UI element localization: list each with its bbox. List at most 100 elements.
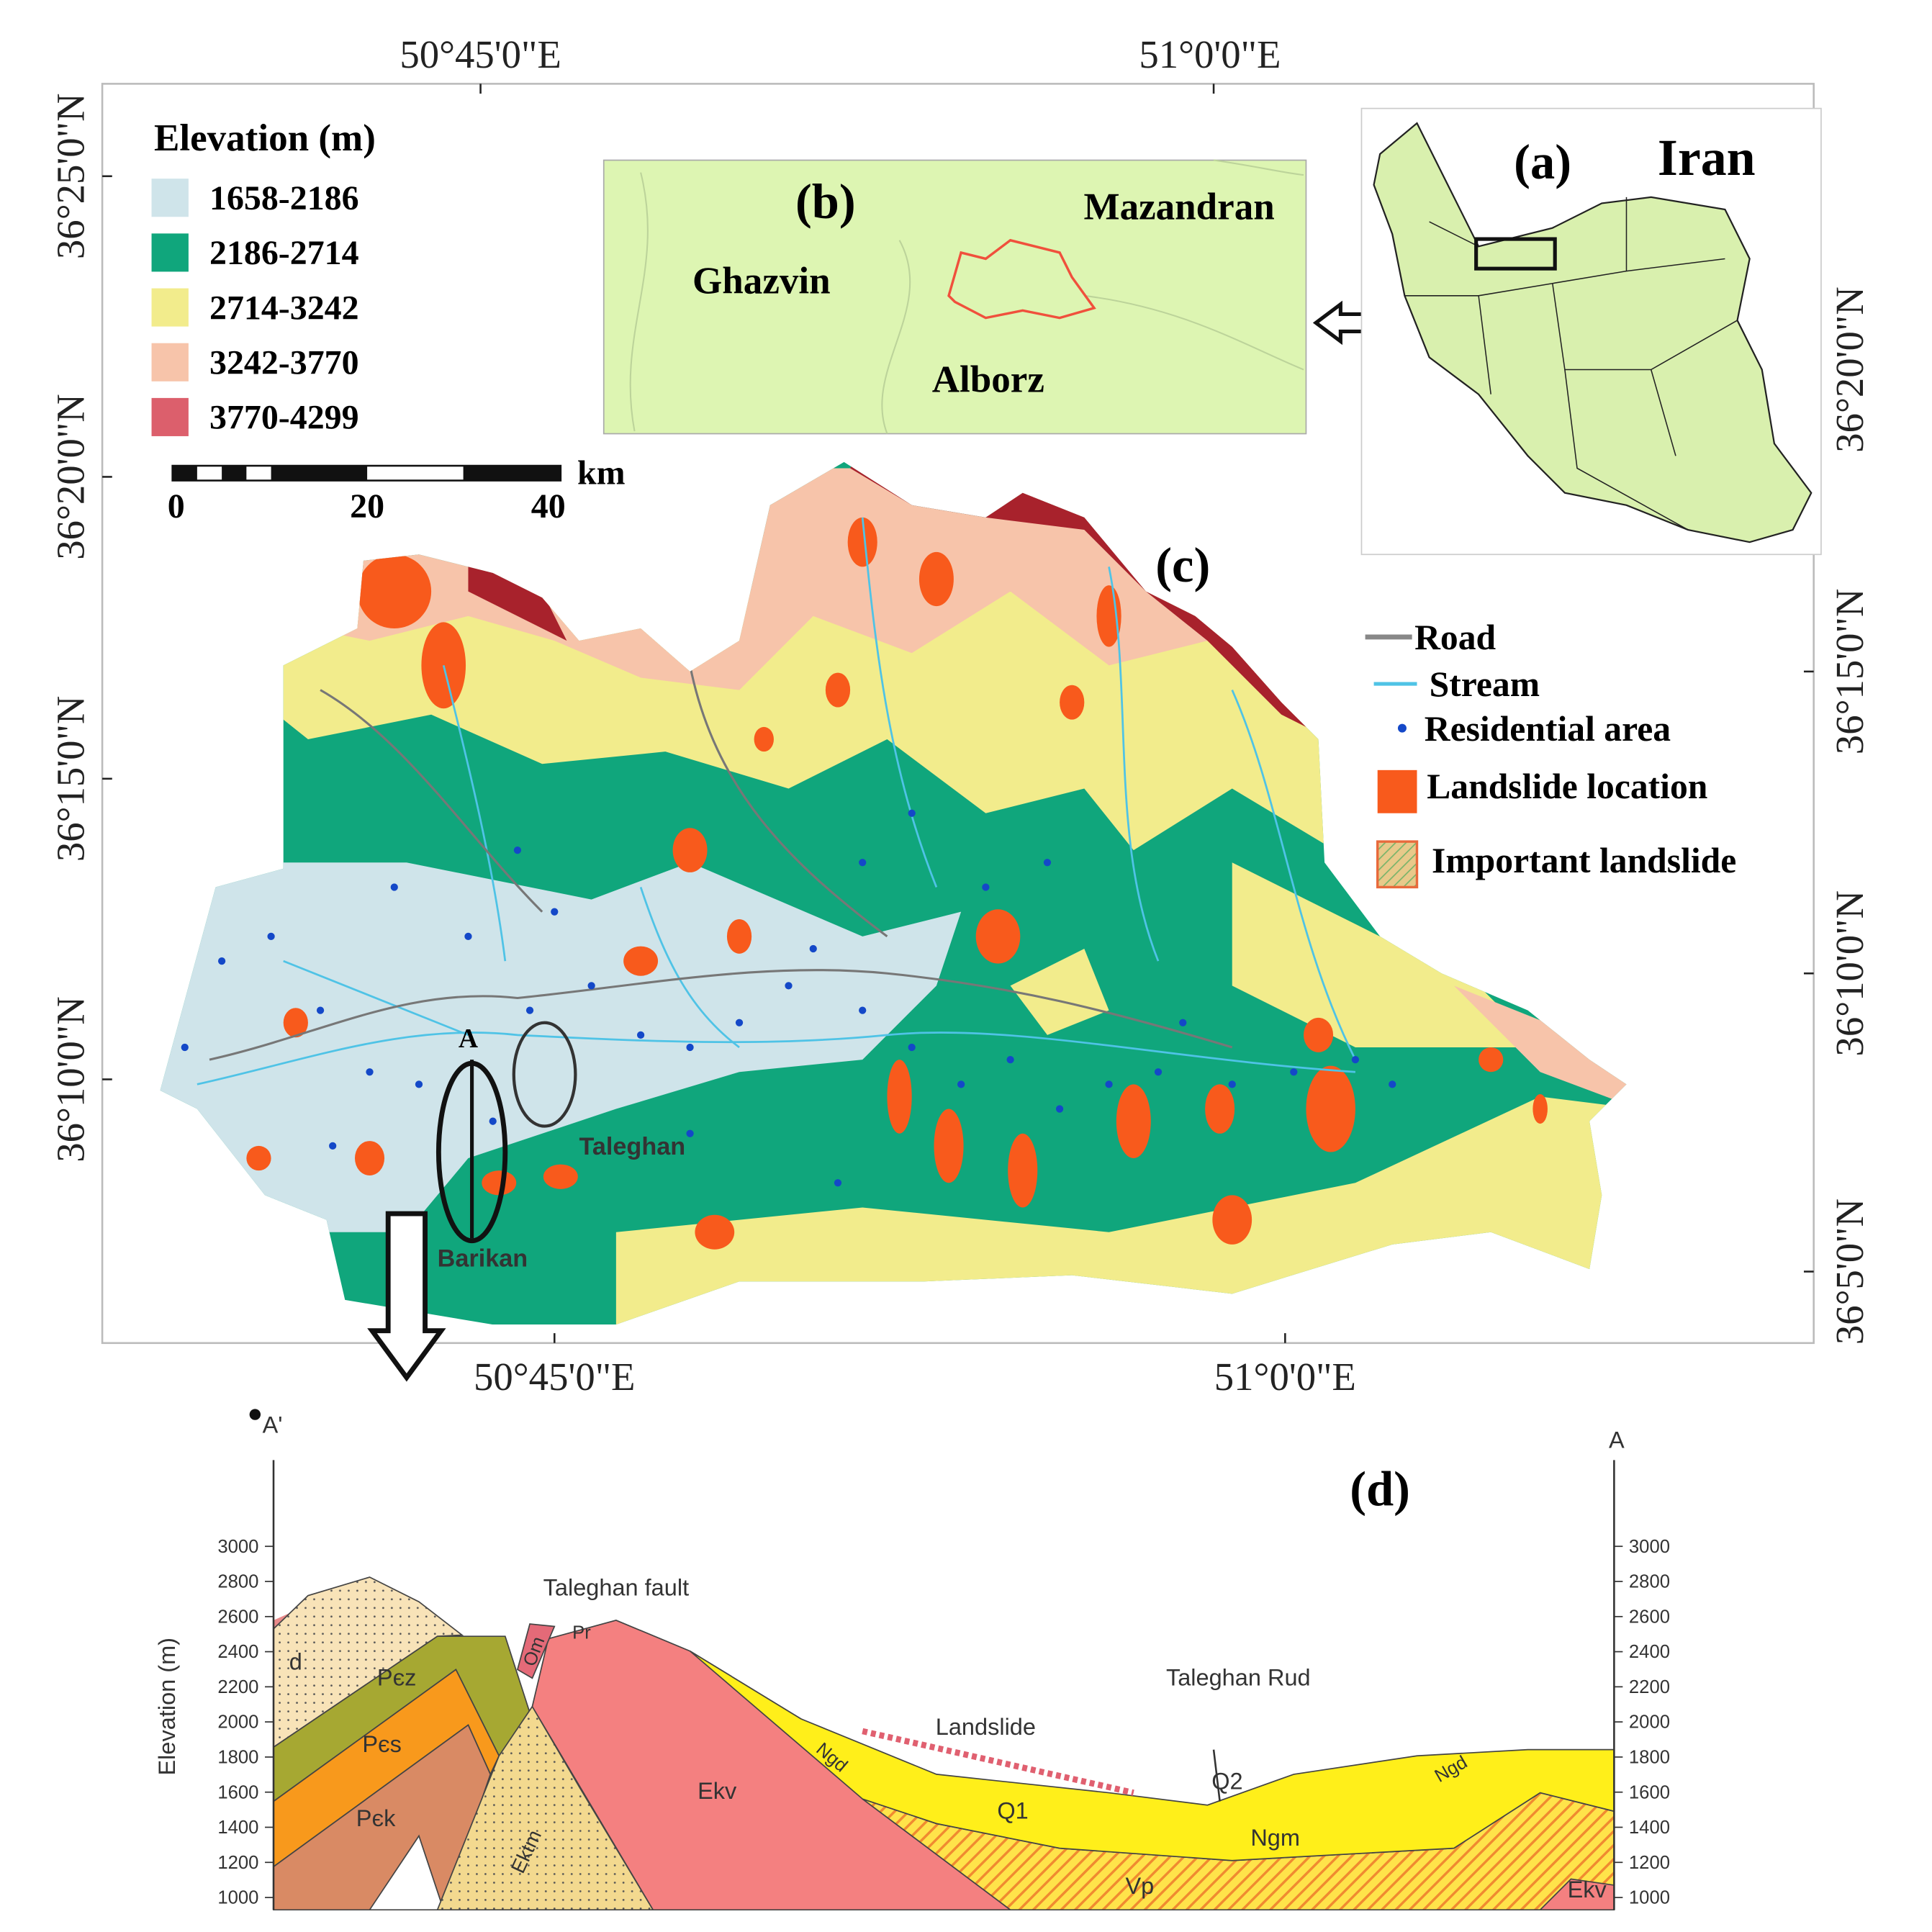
legend-label: Road bbox=[1414, 618, 1496, 657]
shape bbox=[1377, 769, 1417, 813]
residential-area bbox=[489, 1117, 497, 1125]
map-frame bbox=[101, 83, 1815, 1345]
left-latitude: 36°10'0"N bbox=[48, 996, 92, 1163]
landslide bbox=[672, 828, 708, 872]
residential-area bbox=[1006, 1055, 1014, 1064]
section-ticks: 1000 1000 1200 1200 1400 1400 1600 1600 1800 1800… bbox=[217, 1537, 1670, 1908]
residential-area bbox=[267, 932, 275, 941]
country-label: Iran bbox=[1658, 129, 1756, 186]
residential-area bbox=[587, 982, 595, 990]
residential-area bbox=[217, 957, 226, 965]
y-tick-label: 2200 bbox=[1629, 1677, 1670, 1697]
residential-area bbox=[957, 1080, 965, 1088]
unit-label: Vp bbox=[1125, 1873, 1154, 1899]
shape bbox=[368, 1834, 445, 1911]
residential-area bbox=[1351, 1055, 1360, 1064]
annotation: Taleghan Rud bbox=[1166, 1665, 1311, 1691]
y-tick-label: 2600 bbox=[217, 1607, 258, 1627]
coordinate-labels: 50°45'0"E 51°0'0"E 50°45'0"E 51°0'0"E 36… bbox=[48, 32, 1872, 1399]
landslide bbox=[283, 1008, 308, 1038]
shape: 0 20 40 km bbox=[168, 454, 626, 525]
residential-area bbox=[785, 982, 793, 990]
residential-area bbox=[1043, 859, 1052, 867]
shape bbox=[463, 466, 561, 481]
study-area-outline bbox=[947, 238, 1096, 320]
inset-b bbox=[602, 159, 1307, 435]
panel-label: (a) bbox=[1514, 135, 1571, 189]
y-tick-label: 1400 bbox=[217, 1818, 258, 1838]
residential-area bbox=[390, 883, 398, 891]
shape: A' A Elevation (m) Taleghan fault Landsl… bbox=[154, 1412, 1625, 1902]
landslide bbox=[887, 1060, 912, 1134]
shape bbox=[172, 466, 197, 481]
panel-label: (b) bbox=[795, 174, 856, 229]
annotation: Taleghan fault bbox=[543, 1575, 689, 1601]
legend-label: Landslide location bbox=[1427, 767, 1707, 806]
shape bbox=[861, 517, 938, 888]
shape bbox=[881, 240, 911, 434]
shape bbox=[320, 689, 543, 913]
y-tick-label: 3000 bbox=[217, 1537, 258, 1557]
legend-label: Stream bbox=[1430, 664, 1540, 704]
shape bbox=[1376, 840, 1419, 889]
scale-label: 0 bbox=[168, 487, 185, 525]
shape: Road Stream Residential area Landslide l… bbox=[1414, 618, 1736, 880]
legend-label: 3770-4299 bbox=[209, 399, 359, 437]
shape bbox=[442, 665, 507, 962]
annotation: Landslide bbox=[936, 1714, 1036, 1740]
region-label: Ghazvin bbox=[692, 260, 831, 302]
residential-area bbox=[686, 1043, 694, 1052]
landslide bbox=[754, 726, 774, 752]
scale-unit: km bbox=[577, 454, 626, 492]
residential-area bbox=[1154, 1068, 1163, 1076]
shape bbox=[639, 887, 740, 1049]
y-tick-label: 2600 bbox=[1629, 1607, 1670, 1627]
landslide bbox=[543, 1164, 578, 1189]
legend-label: 2186-2714 bbox=[209, 234, 359, 272]
landslide bbox=[1205, 1084, 1235, 1134]
region-label: Alborz bbox=[932, 358, 1044, 400]
landslide bbox=[1008, 1133, 1038, 1208]
bottom-longitude: 50°45'0"E bbox=[474, 1355, 636, 1399]
left-latitude: 36°20'0"N bbox=[48, 394, 92, 560]
shape bbox=[1108, 566, 1160, 962]
landslide bbox=[1060, 685, 1085, 720]
residential-area bbox=[415, 1080, 423, 1088]
residential-area bbox=[316, 1006, 325, 1014]
legend-swatch bbox=[151, 233, 189, 272]
region-label: Mazandran bbox=[1084, 186, 1275, 228]
panel-label: (d) bbox=[1350, 1462, 1410, 1517]
legend-bg bbox=[117, 101, 598, 520]
residential-area bbox=[908, 1043, 916, 1052]
unit-label: Ngm bbox=[1250, 1825, 1300, 1851]
landslide bbox=[1479, 1047, 1504, 1073]
map-legend bbox=[1365, 634, 1419, 889]
landslide bbox=[1306, 1065, 1355, 1152]
inset-b-boundaries bbox=[629, 159, 1304, 434]
residential-area bbox=[1228, 1080, 1236, 1088]
legend-label: Residential area bbox=[1425, 709, 1671, 749]
y-tick-label: 1200 bbox=[1629, 1853, 1670, 1873]
residential-area bbox=[908, 809, 916, 817]
residential-area bbox=[464, 932, 472, 941]
shape bbox=[689, 665, 888, 938]
scale-bar bbox=[171, 464, 562, 482]
shape bbox=[209, 969, 1233, 1061]
shape bbox=[1231, 690, 1357, 1060]
shape bbox=[1084, 294, 1304, 371]
landslide bbox=[847, 517, 877, 567]
landslide bbox=[1532, 1094, 1548, 1124]
y-tick-label: 1800 bbox=[217, 1747, 258, 1767]
shape bbox=[197, 517, 1357, 1085]
residential-area bbox=[859, 1006, 867, 1014]
place-label: Barikan bbox=[438, 1245, 528, 1273]
landslide bbox=[726, 918, 752, 954]
section-y-label: Elevation (m) bbox=[154, 1638, 180, 1776]
residential-area bbox=[525, 1006, 534, 1014]
shape bbox=[283, 960, 469, 1037]
landslide bbox=[934, 1109, 964, 1183]
unit-label: d bbox=[289, 1648, 302, 1674]
residential-area bbox=[1179, 1019, 1187, 1026]
shape bbox=[1397, 723, 1407, 733]
